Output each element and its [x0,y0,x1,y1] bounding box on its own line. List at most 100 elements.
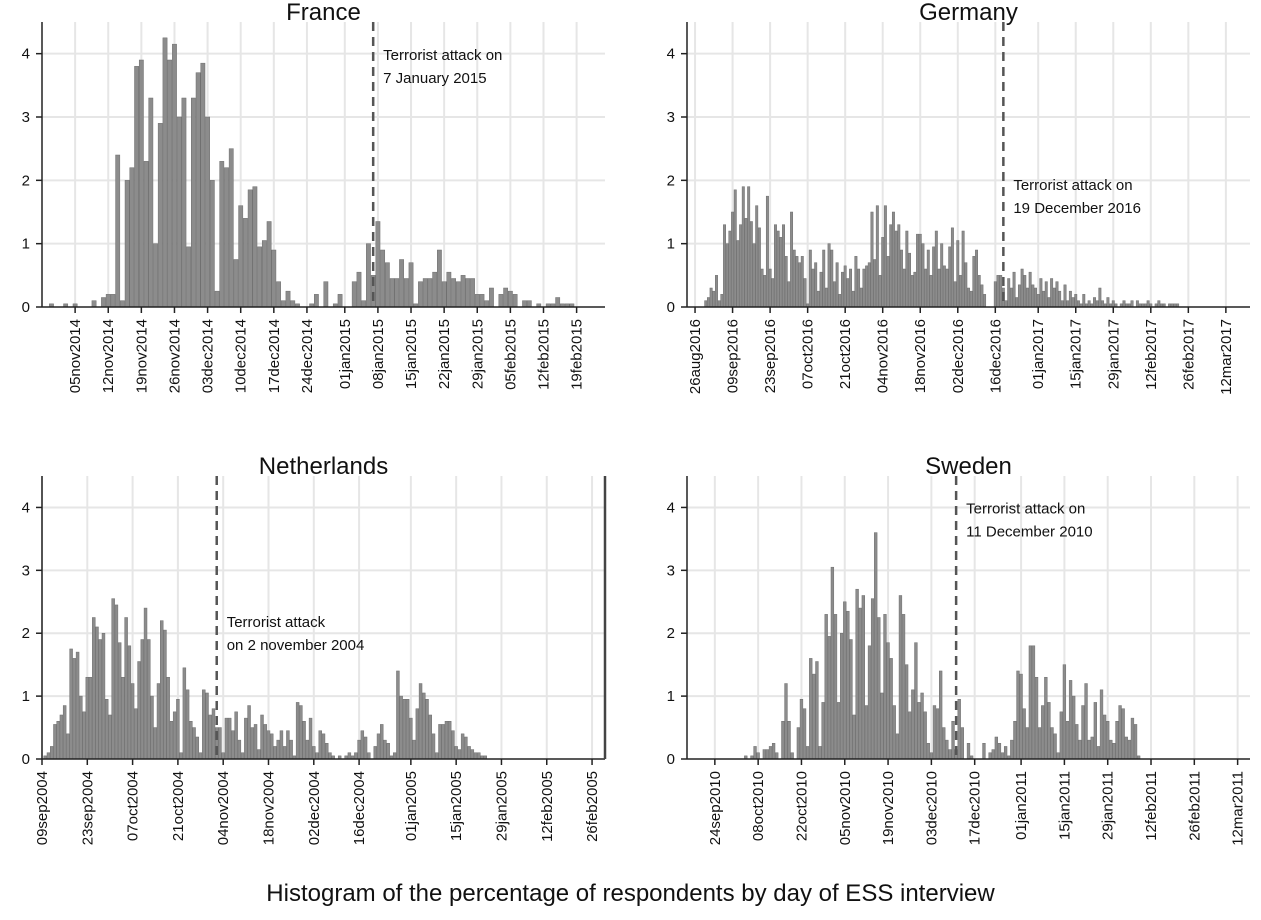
bar [993,281,997,308]
y-tick-label: 1 [667,236,675,253]
x-tick-label: 15jan2015 [403,319,420,389]
bar [854,256,858,308]
bar [1053,733,1057,760]
bar [143,607,148,760]
bar [792,249,796,308]
bar [867,645,872,760]
bar [147,639,151,760]
x-tick-label: 17dec2010 [967,771,984,845]
bar [1127,739,1131,760]
panel-title: France [286,0,361,26]
panel-title: Germany [919,0,1018,26]
bar [914,642,918,760]
bar [110,294,116,308]
bar [167,59,173,308]
bar [870,211,874,308]
bar [295,702,300,760]
bar [124,180,130,308]
bar [840,632,844,760]
x-tick-label: 19feb2015 [569,319,586,390]
bar [897,224,901,308]
bar [314,294,319,308]
bar [1003,746,1008,760]
bar [1034,287,1037,308]
bar [315,752,319,760]
bar [819,271,823,308]
bar [901,614,906,760]
bar [1095,300,1099,308]
bar [356,271,362,308]
bar [162,37,168,308]
bar [939,670,943,760]
bar [88,676,93,760]
bar [802,708,807,760]
bar [260,714,264,760]
bar [935,708,940,760]
bar [507,290,513,308]
bar [257,749,261,760]
bar [432,271,438,308]
bar [172,43,177,308]
bar [308,717,313,760]
bar [325,743,329,760]
bar [920,692,924,760]
bar [881,237,885,308]
bar [1087,739,1091,760]
bar [412,739,416,760]
x-tick-label: 26feb2005 [584,771,601,842]
bar [757,227,761,308]
bar [1004,300,1008,308]
bar [224,717,229,760]
bar [105,699,109,760]
x-tick-label: 08oct2010 [750,771,767,841]
bar [82,711,86,760]
bar [996,275,1000,308]
bar [219,161,225,308]
bar [160,620,164,760]
bar [733,189,737,308]
bar [1082,294,1086,308]
y-tick-label: 1 [22,236,30,253]
bar [861,595,865,760]
bar [1036,294,1040,308]
bar [150,695,154,760]
bar [870,598,875,760]
y-tick-label: 1 [667,688,675,705]
bar [1130,717,1135,760]
y-tick-label: 3 [22,109,30,126]
bar [1096,746,1101,760]
x-tick-label: 22jan2015 [436,319,453,389]
bar [855,588,859,760]
bar [205,116,210,308]
bar [720,294,724,308]
y-tick-label: 0 [667,299,675,316]
bar [787,721,791,760]
bar [942,265,946,308]
bar [360,730,365,760]
bar [69,648,73,760]
bar [276,739,280,760]
x-tick-label: 26feb2011 [1186,771,1203,841]
bar [91,300,97,308]
bar [224,167,229,308]
bar [153,243,158,308]
bar [409,717,413,760]
bar [134,708,138,760]
bar [191,97,196,308]
bar [285,290,291,308]
bar [889,224,893,308]
bar [1039,278,1043,308]
bar [130,683,135,760]
bar [1044,281,1048,308]
bar [880,692,884,760]
bar [709,287,713,308]
bar [389,278,395,308]
bar [904,664,909,760]
bar [859,287,863,308]
bar [1098,287,1102,308]
bar [208,714,212,760]
bar [821,702,825,760]
bar [1093,702,1097,760]
bar [815,661,819,760]
panel-netherlands: 0 1 2 3 4 09sep2004 23sep2004 07oct2004 21oct200… [22,453,607,845]
